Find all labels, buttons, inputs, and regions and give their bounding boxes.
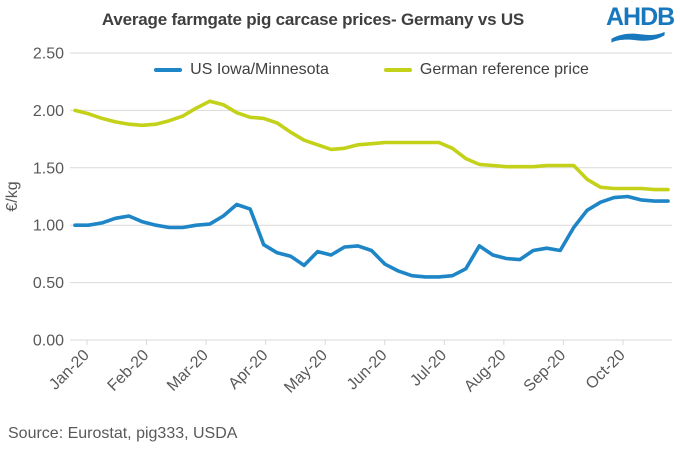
y-tick-label: 2.50 <box>33 46 64 63</box>
x-tick-label: Sep-20 <box>521 347 570 396</box>
legend-line-swatch-german-icon <box>383 68 412 72</box>
x-tick-label: Jun-20 <box>344 347 391 394</box>
y-tick-label: 2.00 <box>33 103 64 120</box>
y-tick-label: 1.50 <box>33 160 64 177</box>
y-tick-label: 1.00 <box>33 218 64 235</box>
german-reference-price-line <box>73 99 670 192</box>
x-tick-label: May-20 <box>281 347 331 397</box>
x-tick-label: Jul-20 <box>407 347 450 390</box>
legend-item-us-iowa-minnesota: US Iowa/Minnesota <box>154 61 329 79</box>
x-tick-label: Feb-20 <box>105 347 153 395</box>
y-axis-title: €/kg <box>4 181 21 211</box>
source-text: Source: Eurostat, pig333, USDA <box>8 425 238 442</box>
ahdb-logo-text: AHDB <box>606 3 675 31</box>
ahdb-logo-wave-icon <box>611 31 665 43</box>
legend-label-german: German reference price <box>419 61 589 78</box>
chart-title: Average farmgate pig carcase prices- Ger… <box>101 10 525 29</box>
legend-label-us: US Iowa/Minnesota <box>190 61 329 78</box>
chart-legend: US Iowa/Minnesota German reference price <box>75 61 668 79</box>
y-tick-label: 0.50 <box>33 275 64 292</box>
x-tick-label: Aug-20 <box>461 347 510 396</box>
y-tick-label: 0.00 <box>33 333 64 350</box>
legend-item-german-reference: German reference price <box>383 61 589 79</box>
x-tick-label: Oct-20 <box>583 347 629 393</box>
x-tick-label: Apr-20 <box>225 347 271 393</box>
us-iowa-minnesota-line <box>73 194 670 279</box>
x-tick-label: Jan-20 <box>46 347 93 394</box>
x-tick-label: Mar-20 <box>164 347 212 395</box>
ahdb-logo: AHDB <box>606 3 675 43</box>
legend-line-swatch-us-icon <box>154 68 183 72</box>
